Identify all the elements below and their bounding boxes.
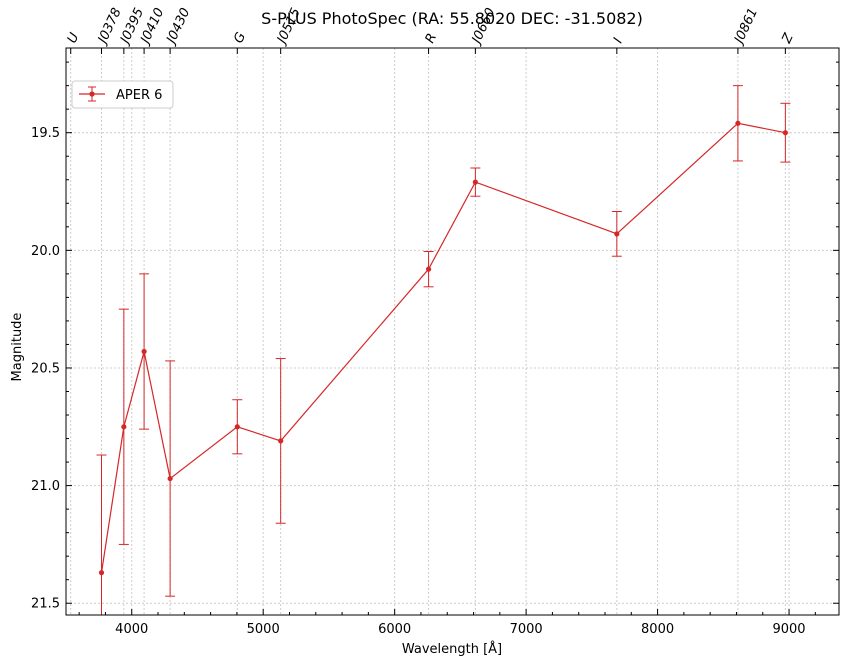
legend-marker-icon [89,91,95,97]
y-tick-label: 21.5 [31,597,60,612]
grid [66,48,839,615]
data-point [98,570,105,576]
y-axis-label: Magnitude [10,313,25,382]
legend: APER 6 [71,80,174,109]
legend-label: APER 6 [116,88,162,103]
chart-title: S-PLUS PhotoSpec (RA: 55.8020 DEC: -31.5… [261,9,643,28]
x-tick-label: 8000 [641,622,674,637]
x-axis-label: Wavelength [Å] [402,641,502,657]
data-point [121,424,127,430]
x-tick-label: 5000 [247,622,280,637]
filter-label: J0861 [731,6,761,49]
data-series [96,85,791,615]
y-tick-label: 19.5 [31,126,60,141]
data-point [782,130,788,136]
filter-label: G [231,30,249,45]
y-tick-label: 20.0 [31,244,60,259]
x-tick-label: 9000 [772,622,805,637]
x-tick-label: 6000 [378,622,411,637]
filter-label: R [423,31,440,46]
data-point [735,120,741,126]
data-point [167,475,173,482]
data-point [234,424,240,430]
filter-label: U [65,30,83,45]
filter-label: J0378 [94,6,124,49]
data-point [472,179,478,185]
filter-label: J0430 [163,6,193,49]
y-tick-label: 20.5 [31,361,60,376]
filter-label: I [611,36,626,46]
x-tick-label: 7000 [510,622,543,637]
data-point [614,231,620,237]
legend-box [71,80,174,109]
y-tick-label: 21.0 [31,479,60,494]
filter-label: Z [779,30,797,46]
data-point [141,348,147,355]
series-line [100,122,786,573]
plot-frame [65,47,840,616]
data-point [278,438,284,444]
data-point [425,266,432,272]
x-tick-label: 4000 [115,622,148,637]
